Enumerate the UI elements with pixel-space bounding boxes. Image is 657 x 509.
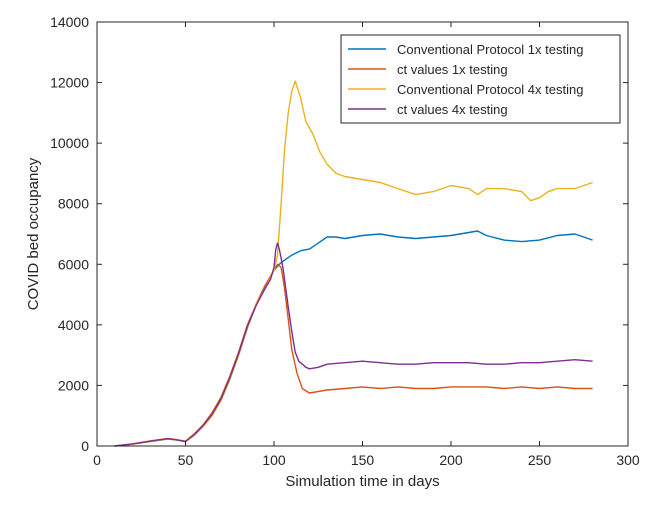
series-line-3	[114, 80, 593, 447]
y-tick-label: 2000	[58, 377, 89, 393]
legend-entry-label: ct values 1x testing	[397, 62, 508, 77]
x-tick-label: 0	[93, 452, 101, 468]
y-tick-label: 8000	[58, 196, 89, 212]
y-tick-label: 10000	[50, 135, 89, 151]
x-tick-label: 250	[528, 452, 552, 468]
x-tick-label: 150	[351, 452, 375, 468]
series-line-4	[114, 242, 593, 447]
y-tick-label: 6000	[58, 256, 89, 272]
series-lines	[114, 80, 593, 447]
legend-entry-label: Conventional Protocol 4x testing	[397, 82, 583, 97]
y-axis-label: COVID bed occupancy	[25, 157, 42, 310]
y-tick-label: 12000	[50, 75, 89, 91]
legend-box	[340, 34, 621, 124]
y-tick-label: 0	[81, 438, 89, 454]
x-axis-label: Simulation time in days	[285, 473, 439, 490]
x-tick-label: 300	[616, 452, 640, 468]
legend: Conventional Protocol 1x testing ct value…	[340, 34, 621, 124]
x-tick-label: 50	[178, 452, 194, 468]
legend-entry-label: Conventional Protocol 1x testing	[397, 42, 583, 57]
x-tick-label: 200	[439, 452, 463, 468]
y-tick-label: 4000	[58, 317, 89, 333]
x-tick-label: 100	[262, 452, 286, 468]
legend-entry-label: ct values 4x testing	[397, 102, 508, 117]
axis-ticks: 0 50 100 150 200 250 300 0 2000 4000 6000 8000 10000…	[50, 14, 640, 468]
y-tick-label: 14000	[50, 14, 89, 30]
